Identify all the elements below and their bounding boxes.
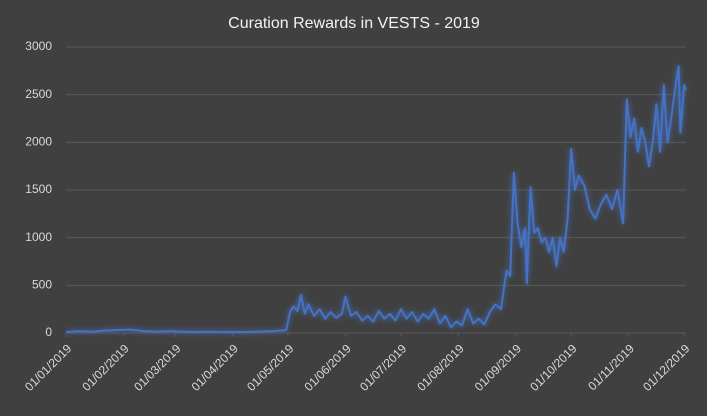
y-tick-label: 1000 [25, 230, 52, 244]
chart-title: Curation Rewards in VESTS - 2019 [228, 15, 480, 32]
y-tick-label: 3000 [25, 39, 52, 53]
y-tick-label: 500 [32, 278, 52, 292]
data-line [65, 65, 687, 334]
y-tick-label: 1500 [25, 182, 52, 196]
y-tick-label: 0 [45, 325, 52, 339]
y-tick-label: 2500 [25, 87, 52, 101]
y-tick-label: 2000 [25, 135, 52, 149]
